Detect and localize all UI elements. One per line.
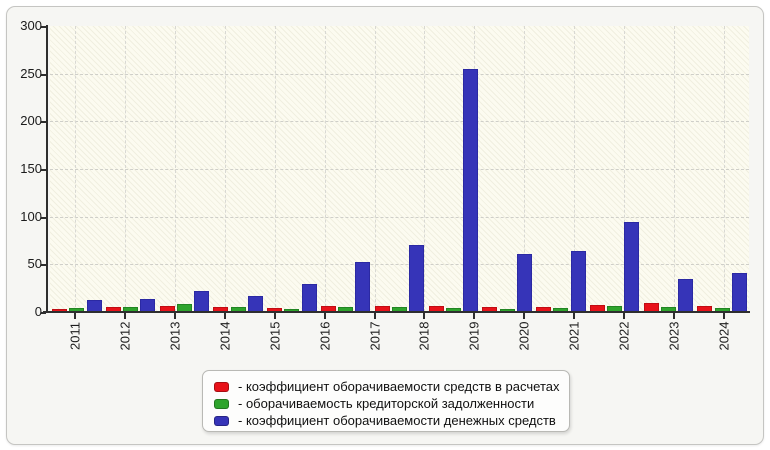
y-axis-tick <box>41 312 46 314</box>
v-gridline <box>124 26 126 312</box>
v-gridline <box>274 26 276 312</box>
bar-series3-2016 <box>355 261 371 312</box>
x-axis-tick <box>673 313 676 319</box>
bar-series3-2017 <box>409 245 425 312</box>
bar-series3-2019 <box>462 69 478 312</box>
bar-series3-2023 <box>678 279 694 312</box>
plot-area <box>50 26 749 312</box>
y-axis-tick <box>41 264 46 267</box>
bar-series3-2024 <box>731 273 747 312</box>
x-axis-tick <box>173 313 176 319</box>
x-axis-line <box>43 311 750 313</box>
x-axis-label-2015: 2015 <box>267 321 283 351</box>
x-axis-tick <box>223 313 226 319</box>
legend-row-2: - оборачиваемость кредиторской задолженн… <box>214 395 569 412</box>
legend-swatch-icon <box>214 381 229 392</box>
x-axis-tick <box>723 313 726 319</box>
v-gridline <box>574 26 576 312</box>
x-axis-tick <box>423 313 426 319</box>
bar-series3-2022 <box>624 222 640 312</box>
x-axis-label-2012: 2012 <box>117 321 133 351</box>
x-axis-tick <box>123 313 126 319</box>
y-axis-label: 0 <box>34 304 42 319</box>
x-axis-label-2024: 2024 <box>716 321 732 351</box>
v-gridline <box>424 26 426 312</box>
y-axis-line <box>46 25 48 313</box>
bar-series3-2020 <box>516 254 532 312</box>
y-axis-tick <box>41 121 46 124</box>
x-axis-label-2016: 2016 <box>317 321 333 351</box>
h-gridline <box>50 121 749 123</box>
y-axis-tick <box>41 169 46 171</box>
x-axis-label-2019: 2019 <box>466 321 482 351</box>
x-axis-label-2020: 2020 <box>516 321 532 351</box>
v-gridline <box>374 26 376 312</box>
y-axis-label: 250 <box>20 65 42 81</box>
x-axis-label-2022: 2022 <box>616 321 632 351</box>
x-axis-label-2023: 2023 <box>666 321 682 351</box>
h-gridline <box>50 169 749 170</box>
y-axis-label: 300 <box>20 18 42 33</box>
bar-series3-2015 <box>301 284 317 312</box>
legend-label: - коэффициент оборачиваемости средств в … <box>238 379 560 394</box>
x-axis-label-2011: 2011 <box>67 322 83 350</box>
legend-row-1: - коэффициент оборачиваемости средств в … <box>214 378 569 395</box>
v-gridline <box>224 26 226 312</box>
v-gridline <box>674 26 676 312</box>
legend-label: - коэффициент оборачиваемости денежных с… <box>238 413 556 428</box>
h-gridline <box>50 216 749 218</box>
v-gridline <box>724 26 726 312</box>
legend-box: - коэффициент оборачиваемости средств в … <box>202 370 570 432</box>
x-axis-tick <box>273 313 276 319</box>
bar-series3-2014 <box>247 295 263 312</box>
legend-swatch-icon <box>214 415 229 426</box>
y-axis-label: 150 <box>20 161 42 176</box>
x-axis-tick <box>623 313 626 319</box>
x-axis-label-2017: 2017 <box>367 321 383 351</box>
x-axis-label-2018: 2018 <box>416 321 432 351</box>
x-axis-tick <box>373 313 376 319</box>
bar-series3-2021 <box>570 251 586 312</box>
h-gridline <box>50 73 749 75</box>
v-gridline <box>174 26 176 312</box>
legend-row-3: - коэффициент оборачиваемости денежных с… <box>214 412 569 429</box>
h-gridline <box>50 264 749 266</box>
x-axis-label-2013: 2013 <box>167 321 183 351</box>
y-axis-tick <box>41 26 46 28</box>
legend-label: - оборачиваемость кредиторской задолженн… <box>238 396 535 411</box>
x-axis-tick <box>473 313 476 319</box>
y-axis-label: 50 <box>27 256 42 272</box>
x-axis-label-2014: 2014 <box>217 321 233 351</box>
y-axis-label: 200 <box>20 113 42 129</box>
y-axis-tick <box>41 73 46 76</box>
legend-swatch-icon <box>214 398 229 409</box>
v-gridline <box>624 26 626 312</box>
x-axis-tick <box>523 313 526 319</box>
v-gridline <box>324 26 326 312</box>
v-gridline <box>524 26 526 312</box>
x-axis-label-2021: 2021 <box>566 321 582 351</box>
x-axis-tick <box>573 313 576 319</box>
v-gridline <box>74 26 76 312</box>
y-axis-tick <box>41 216 46 219</box>
bar-series3-2013 <box>194 290 210 312</box>
y-axis-label: 100 <box>20 208 42 224</box>
x-axis-tick <box>323 313 326 319</box>
x-axis-tick <box>73 313 76 319</box>
